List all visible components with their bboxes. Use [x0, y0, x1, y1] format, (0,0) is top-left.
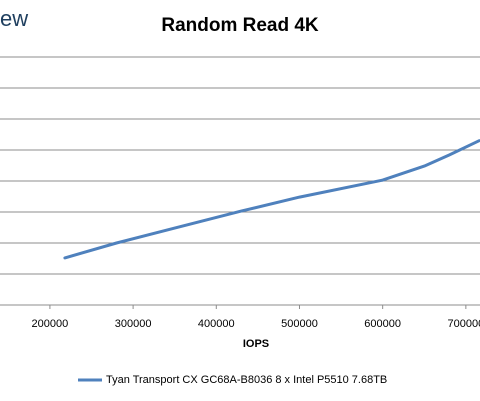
- x-tick-label: 700000: [447, 318, 480, 330]
- x-tick-label: 400000: [198, 318, 235, 330]
- x-tick-label: 600000: [364, 318, 401, 330]
- chart-title: Random Read 4K: [161, 15, 319, 36]
- x-tick-label: 300000: [115, 318, 152, 330]
- x-tick-label: 500000: [281, 318, 318, 330]
- legend-label: Tyan Transport CX GC68A-B8036 8 x Intel …: [106, 374, 387, 386]
- x-tick-label: 200000: [32, 318, 69, 330]
- series-line: [63, 139, 480, 260]
- x-axis-label: IOPS: [243, 338, 269, 350]
- logo-text: ew: [0, 6, 28, 31]
